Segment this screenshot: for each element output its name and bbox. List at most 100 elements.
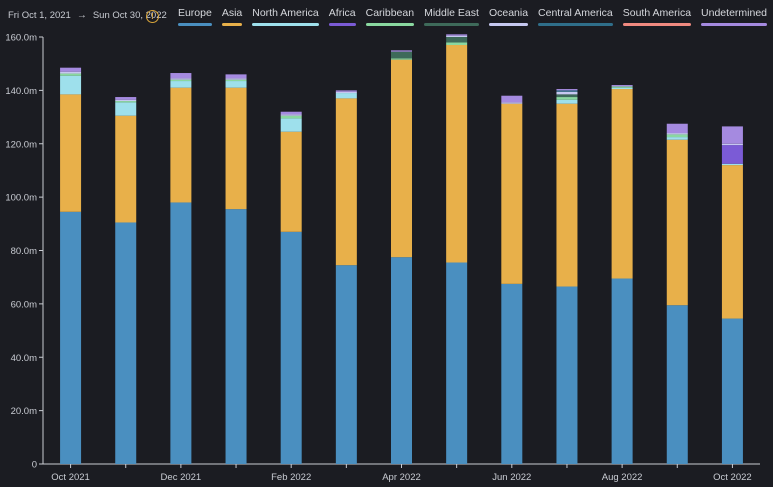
bar-segment-asia xyxy=(60,94,82,212)
legend-label: Oceania xyxy=(488,7,529,19)
bar-segment-undetermined xyxy=(556,89,578,91)
bar-segment-undetermined xyxy=(666,123,688,134)
legend-label: Asia xyxy=(221,7,243,19)
x-tick-label: Dec 2021 xyxy=(161,472,202,483)
legend-label: South America xyxy=(622,7,692,19)
legend-item-south-america[interactable]: South America xyxy=(622,7,692,26)
legend-swatch xyxy=(424,23,479,26)
bar-segment-europe xyxy=(611,278,633,464)
x-tick-label: Jun 2022 xyxy=(492,472,531,483)
bar-segment-caribbean xyxy=(280,115,302,119)
y-tick-label: 160.0m xyxy=(5,33,37,44)
bar-segment-europe xyxy=(721,318,743,464)
bar-segment-asia xyxy=(666,139,688,306)
x-tick-label: Aug 2022 xyxy=(602,472,643,483)
bar-segment-europe xyxy=(115,222,137,464)
date-range[interactable]: Fri Oct 1, 2021 → Sun Oct 30, 2022 xyxy=(8,10,167,21)
bar-segment-undetermined xyxy=(60,67,82,72)
legend-item-europe[interactable]: Europe xyxy=(177,7,212,26)
bar-segment-oceania xyxy=(60,71,82,74)
bar-segment-undetermined xyxy=(446,34,468,36)
bar-segment-caribbean xyxy=(611,86,633,88)
bar-segment-europe xyxy=(335,265,357,464)
bar-segment-europe xyxy=(501,283,523,464)
bar-segment-north-america xyxy=(60,75,82,95)
legend-label: Undetermined xyxy=(701,7,767,19)
bar-segment-north-america xyxy=(666,137,688,140)
bar-segment-caribbean xyxy=(446,42,468,46)
chart-legend: Europe Asia North America Africa Caribbean Mi… xyxy=(177,7,767,26)
bar-segment-oceania xyxy=(721,143,743,146)
bar-segment-middle-east xyxy=(446,37,468,43)
bar-segment-caribbean xyxy=(666,134,688,138)
legend-swatch xyxy=(538,23,613,26)
bar-segment-europe xyxy=(60,211,82,464)
bar-segment-asia xyxy=(115,115,137,223)
bar-segment-undetermined xyxy=(391,50,412,52)
x-tick-label: Apr 2022 xyxy=(382,472,421,483)
legend-item-caribbean[interactable]: Caribbean xyxy=(365,7,415,26)
bar-segment-middle-east xyxy=(556,94,578,98)
y-tick-label: 120.0m xyxy=(5,139,37,150)
bar-segment-asia xyxy=(556,103,578,287)
bar-segment-undetermined xyxy=(721,126,743,144)
warning-info-icon[interactable]: ! xyxy=(146,10,159,23)
bar-segment-asia xyxy=(501,103,523,284)
legend-swatch xyxy=(701,23,767,26)
bar-segment-europe xyxy=(170,202,192,464)
bar-segment-oceania xyxy=(666,133,688,135)
bar-segment-europe xyxy=(556,286,578,464)
legend-item-asia[interactable]: Asia xyxy=(221,7,243,26)
bar-segment-asia xyxy=(170,87,192,203)
legend-item-undetermined[interactable]: Undetermined xyxy=(701,7,767,26)
legend-swatch xyxy=(622,23,692,26)
legend-item-oceania[interactable]: Oceania xyxy=(488,7,529,26)
legend-item-africa[interactable]: Africa xyxy=(328,7,356,26)
end-date: Sun Oct 30, 2022 xyxy=(92,10,167,21)
bar-segment-undetermined xyxy=(115,97,137,100)
legend-item-central-america[interactable]: Central America xyxy=(538,7,613,26)
bar-segment-caribbean xyxy=(60,73,82,76)
legend-label: Caribbean xyxy=(365,7,415,19)
x-tick-label: Oct 2022 xyxy=(713,472,752,483)
legend-swatch xyxy=(488,23,529,26)
y-tick-label: 140.0m xyxy=(5,86,37,97)
legend-item-middle-east[interactable]: Middle East xyxy=(424,7,479,26)
legend-swatch xyxy=(252,23,319,26)
legend-swatch xyxy=(221,23,243,26)
bar-segment-north-america xyxy=(280,118,302,132)
x-tick-label: Oct 2021 xyxy=(51,472,90,483)
chart-header: Fri Oct 1, 2021 → Sun Oct 30, 2022 ! Eur… xyxy=(0,0,773,34)
bar-segment-caribbean xyxy=(170,79,192,82)
bar-segment-europe xyxy=(225,209,247,464)
bar-segment-north-america xyxy=(225,81,247,88)
bar-segment-asia xyxy=(280,131,302,232)
bar-segment-europe xyxy=(391,257,412,464)
bar-segment-caribbean xyxy=(225,79,247,82)
bar-segment-undetermined xyxy=(225,74,247,79)
bar-segment-europe xyxy=(446,262,468,464)
bar-segment-undetermined xyxy=(501,95,523,103)
bar-segment-oceania xyxy=(225,78,247,80)
x-tick-label: Feb 2022 xyxy=(271,472,311,483)
legend-label: North America xyxy=(252,7,319,19)
bar-segment-caribbean xyxy=(556,97,578,100)
bar-segment-oceania xyxy=(501,102,523,104)
bar-segment-north-america xyxy=(335,93,357,99)
bar-segment-undetermined xyxy=(170,73,192,79)
y-tick-label: 20.0m xyxy=(11,406,37,417)
bar-segment-undetermined xyxy=(335,90,357,92)
bar-segment-north-america xyxy=(556,99,578,104)
bar-segment-africa xyxy=(721,145,743,164)
legend-swatch xyxy=(177,23,212,26)
y-tick-label: 0 xyxy=(32,460,37,471)
bar-segment-caribbean xyxy=(391,58,412,60)
bar-segment-undetermined xyxy=(280,111,302,115)
bar-segment-oceania xyxy=(170,78,192,80)
bar-segment-caribbean xyxy=(115,101,137,103)
legend-item-north-america[interactable]: North America xyxy=(252,7,319,26)
y-tick-label: 100.0m xyxy=(5,193,37,204)
bar-segment-middle-east xyxy=(391,51,412,59)
bar-segment-central-america xyxy=(556,90,578,92)
